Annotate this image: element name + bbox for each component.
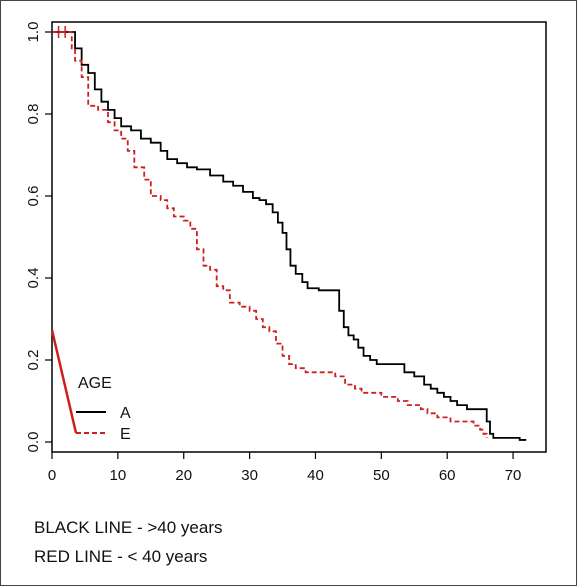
x-tick-label: 30 (241, 467, 258, 484)
legend: AGE A E (50, 329, 131, 443)
y-tick-label: 1.0 (25, 22, 42, 43)
axes (51, 21, 547, 453)
plot-box (51, 21, 547, 453)
km-survival-chart: 0 10 20 30 40 50 60 70 0.0 0.2 0.4 0.6 0.8 1.0 AGE A… (25, 21, 547, 484)
y-tick-label: 0.2 (25, 350, 42, 371)
y-axis-ticks: 0.0 0.2 0.4 0.6 0.8 1.0 (25, 22, 52, 453)
x-tick-label: 60 (439, 467, 456, 484)
legend-label-a: A (120, 405, 131, 422)
x-tick-label: 10 (110, 467, 127, 484)
x-tick-label: 20 (175, 467, 192, 484)
x-axis-ticks: 0 10 20 30 40 50 60 70 (48, 452, 522, 484)
y-tick-label: 0.0 (25, 432, 42, 453)
caption-black-line: BLACK LINE - >40 years (34, 518, 223, 537)
x-tick-label: 0 (48, 467, 56, 484)
series-line-a (52, 31, 527, 441)
series-line-e (52, 31, 488, 438)
red-censor-stroke (50, 329, 78, 434)
survival-curves (52, 26, 527, 441)
y-tick-label: 0.8 (25, 104, 42, 125)
x-tick-label: 50 (373, 467, 390, 484)
caption-red-line: RED LINE - < 40 years (34, 547, 208, 566)
x-tick-label: 70 (505, 467, 522, 484)
y-tick-label: 0.4 (25, 268, 42, 289)
x-tick-label: 40 (307, 467, 324, 484)
legend-title: AGE (78, 375, 112, 392)
y-tick-label: 0.6 (25, 186, 42, 207)
legend-label-e: E (120, 426, 131, 443)
